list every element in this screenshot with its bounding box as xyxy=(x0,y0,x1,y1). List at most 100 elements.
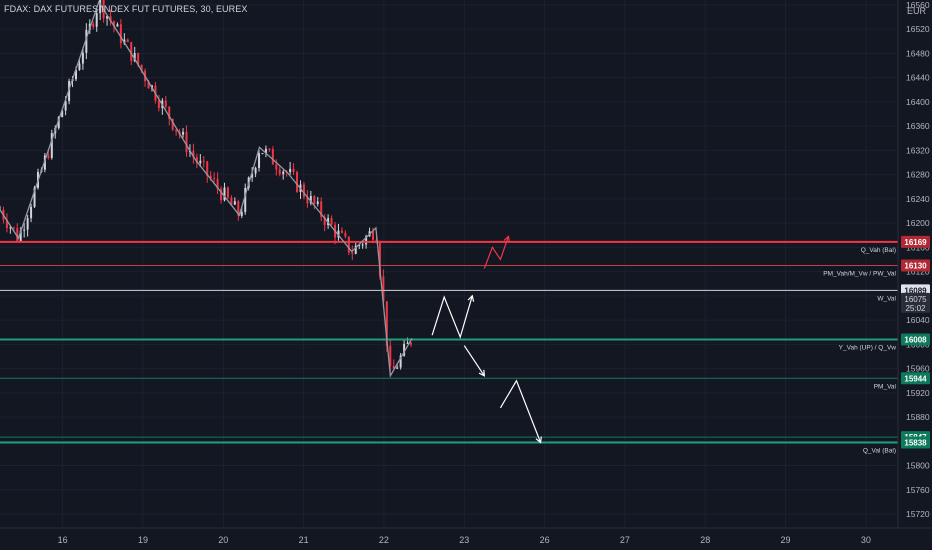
candle-body xyxy=(237,201,240,216)
candle-body xyxy=(382,276,385,302)
candle-body xyxy=(230,197,233,205)
candle-body xyxy=(78,63,81,70)
candle-body xyxy=(81,52,84,64)
y-tick-label: 16360 xyxy=(906,121,930,131)
level-price-badge xyxy=(901,235,930,248)
candle-body xyxy=(316,201,319,205)
zigzag-lines xyxy=(0,0,413,378)
candle-body xyxy=(119,24,122,44)
candle-body xyxy=(226,187,229,198)
y-tick-label: 15720 xyxy=(906,509,930,519)
level-price-label: 16008 xyxy=(904,335,927,344)
candle-body xyxy=(261,153,264,155)
candle-body xyxy=(192,150,195,158)
candle-body xyxy=(220,188,223,201)
x-tick-label: 19 xyxy=(138,535,148,545)
level-name: PM_Val xyxy=(874,383,897,390)
y-tick-label: 15880 xyxy=(906,412,930,422)
candle-body xyxy=(403,343,406,356)
candle-body xyxy=(164,100,167,107)
candle-body xyxy=(23,229,26,231)
y-tick-label: 16320 xyxy=(906,145,930,155)
y-tick-label: 16400 xyxy=(906,97,930,107)
level-price-badge xyxy=(901,436,930,449)
candle-body xyxy=(47,155,50,158)
candle-body xyxy=(206,161,209,176)
candle-body xyxy=(168,106,171,119)
candle-body xyxy=(354,245,357,254)
levels: Q_Vah (Bal) PM_Vah/M_Vw / PW_Val W_Val Y_Va… xyxy=(0,240,898,455)
candle-body xyxy=(292,168,295,173)
candle-body xyxy=(9,227,12,229)
candle-body xyxy=(133,53,136,62)
candle-body xyxy=(244,187,247,212)
candle-body xyxy=(61,110,64,118)
level-price-label: 15838 xyxy=(904,439,927,448)
candle-body xyxy=(213,178,216,180)
candle-body xyxy=(399,355,402,368)
candle-body xyxy=(185,131,188,152)
candle-body xyxy=(147,81,150,89)
candle-body xyxy=(99,0,102,14)
candle-body xyxy=(175,129,178,132)
candle-body xyxy=(392,366,395,369)
candle-body xyxy=(361,244,364,246)
candle-body xyxy=(216,178,219,189)
candle-body xyxy=(50,133,53,158)
candle-body xyxy=(116,24,119,27)
projection-up2-arrow xyxy=(483,236,510,269)
candle-body xyxy=(26,218,29,230)
candle-body xyxy=(64,101,67,111)
candle-body xyxy=(19,230,22,242)
x-tick-label: 30 xyxy=(861,535,871,545)
candle-body xyxy=(264,148,267,154)
projection-up-arrow-head xyxy=(467,294,475,302)
level-name: PM_Vah/M_Vw / PW_Val xyxy=(823,271,896,278)
level-name: Q_Val (Bal) xyxy=(863,448,896,455)
current-price-label: 16075 xyxy=(904,295,927,304)
candle-body xyxy=(74,69,77,80)
y-tick-label: 15960 xyxy=(906,364,930,374)
y-tick-label: 15920 xyxy=(906,388,930,398)
candle-body xyxy=(302,184,305,197)
candle-body xyxy=(171,118,174,130)
candle-body xyxy=(268,148,271,150)
candle-body xyxy=(130,42,133,62)
candle-body xyxy=(199,160,202,164)
candle-body xyxy=(306,196,309,204)
x-tick-label: 26 xyxy=(540,535,550,545)
grid xyxy=(0,0,898,528)
projection-down2-arrow-head xyxy=(535,436,542,444)
candle-body xyxy=(30,206,33,219)
level-name: Q_Vah (Bal) xyxy=(861,247,896,254)
candle-body xyxy=(296,172,299,192)
candle-body xyxy=(289,168,292,173)
candle-body xyxy=(313,196,316,205)
candle-body xyxy=(202,160,205,162)
y-tick-label: 16040 xyxy=(906,315,930,325)
time-axis[interactable]: 16 19 20 21 22 23 26 27 28 29 30 xyxy=(58,535,871,545)
candle-body xyxy=(85,29,88,53)
candle-body xyxy=(372,231,375,240)
level-price-badge xyxy=(901,259,930,272)
level-price-badge xyxy=(901,333,930,346)
candle-body xyxy=(258,153,261,168)
candle-body xyxy=(240,211,243,216)
candle-body xyxy=(33,187,36,207)
candle-body xyxy=(43,155,46,170)
y-tick-label: 16560 xyxy=(906,0,930,10)
x-tick-label: 28 xyxy=(700,535,710,545)
x-tick-label: 16 xyxy=(58,535,68,545)
candle-body xyxy=(323,217,326,226)
candle-body xyxy=(157,100,160,109)
candle-body xyxy=(358,245,361,247)
candle-body xyxy=(251,173,254,178)
candle-body xyxy=(95,13,98,27)
x-tick-label: 21 xyxy=(299,535,309,545)
candle-body xyxy=(16,228,19,242)
candle-body xyxy=(106,16,109,19)
candle-body xyxy=(389,345,392,367)
projection-up-arrow xyxy=(431,295,473,339)
